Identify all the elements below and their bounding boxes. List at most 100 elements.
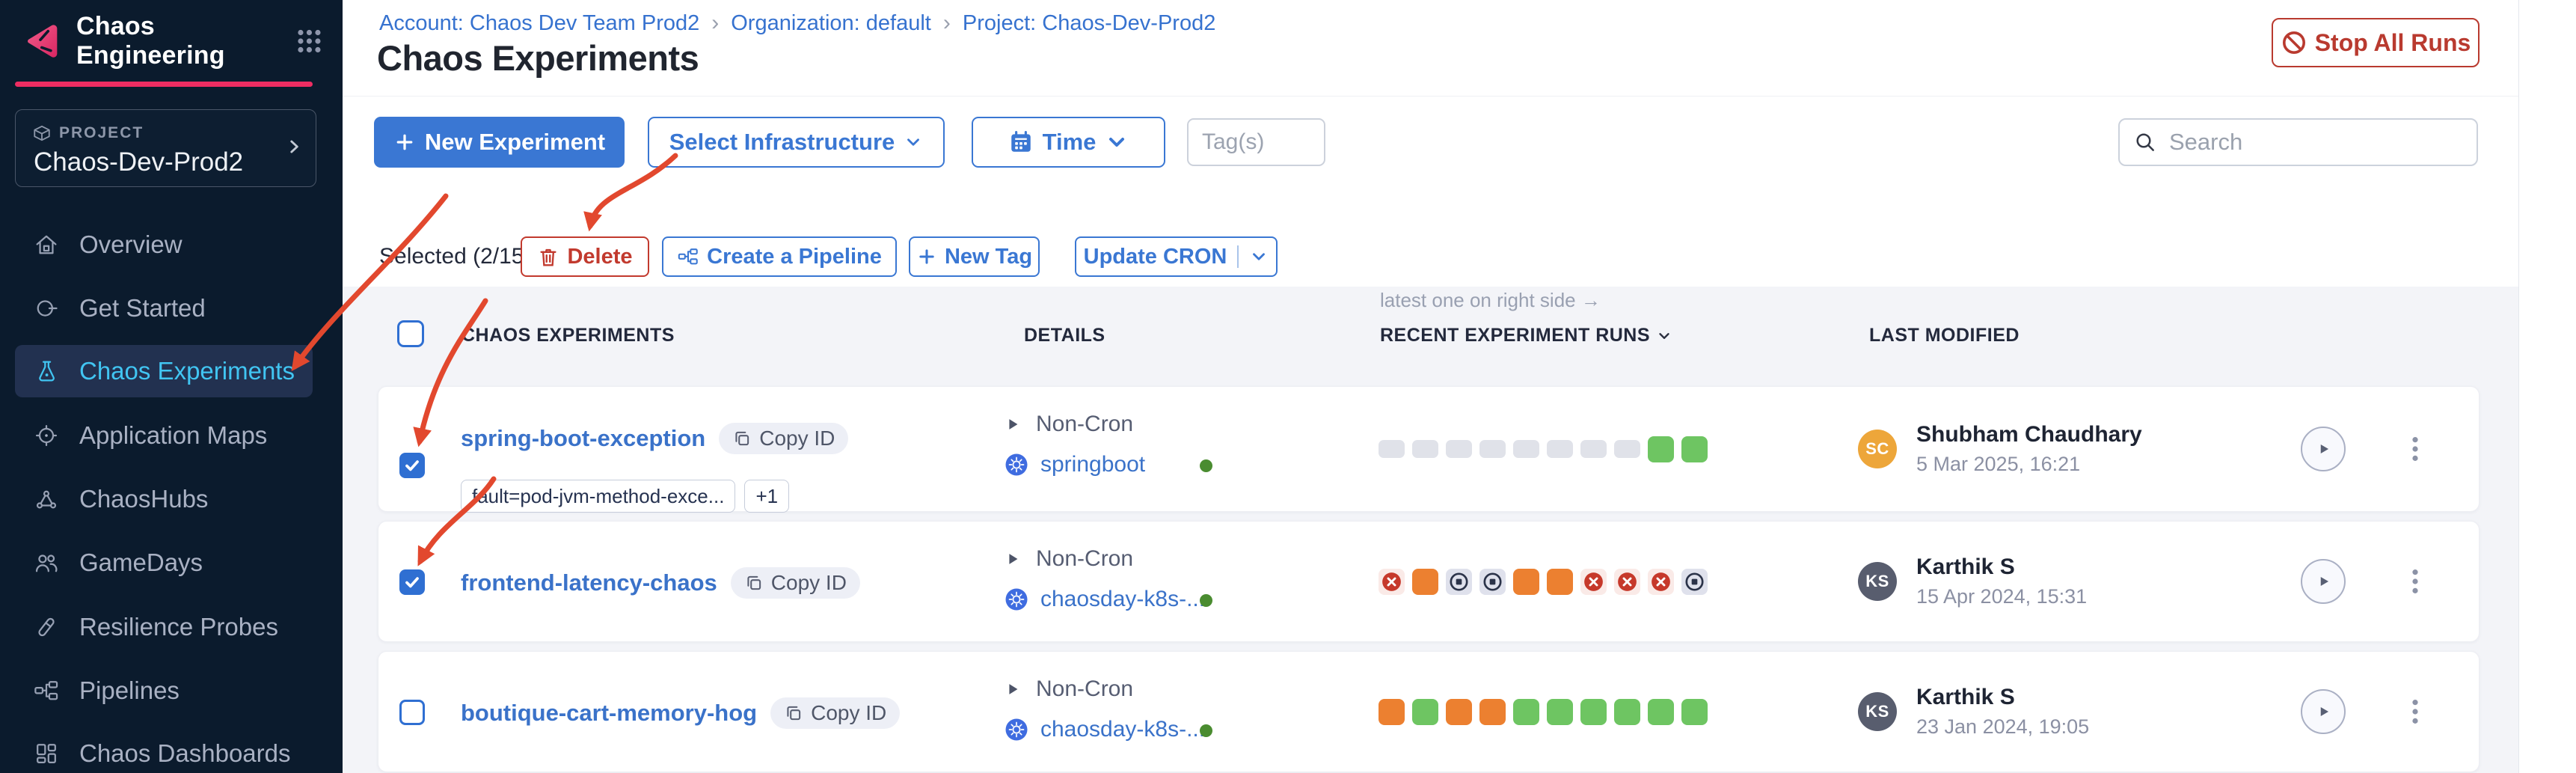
- new-experiment-button[interactable]: New Experiment: [374, 117, 625, 168]
- run-status-running[interactable]: [1379, 698, 1405, 725]
- breadcrumb: Account: Chaos Dev Team Prod2 › Organiza…: [379, 10, 1215, 36]
- run-status-completed[interactable]: [1513, 698, 1539, 725]
- copy-id-button[interactable]: Copy ID: [770, 697, 901, 729]
- run-status-running[interactable]: [1412, 568, 1438, 595]
- run-status-completed[interactable]: [1580, 698, 1607, 725]
- tag-chip-more[interactable]: +1: [744, 480, 790, 513]
- run-status-running[interactable]: [1547, 568, 1573, 595]
- run-status-running[interactable]: [1513, 568, 1539, 595]
- recent-runs: [1379, 652, 1708, 772]
- kubernetes-icon: [1005, 453, 1028, 476]
- run-status-running[interactable]: [1479, 698, 1506, 725]
- run-status-stopped[interactable]: [1446, 568, 1472, 595]
- tags-filter-input[interactable]: [1187, 118, 1325, 166]
- breadcrumb-org[interactable]: Organization: default: [731, 10, 931, 35]
- update-cron-button[interactable]: Update CRON: [1075, 236, 1278, 277]
- infrastructure-link[interactable]: springboot: [1040, 452, 1146, 477]
- run-status-completed[interactable]: [1648, 698, 1674, 725]
- row-menu-kebab-icon[interactable]: [2410, 568, 2420, 595]
- run-status-stopped[interactable]: [1681, 568, 1708, 595]
- run-status-completed[interactable]: [1412, 698, 1438, 725]
- run-status-running[interactable]: [1446, 698, 1472, 725]
- sidebar-item-gamedays[interactable]: GameDays: [15, 537, 313, 589]
- sidebar-item-get-started[interactable]: Get Started: [15, 282, 313, 334]
- row-checkbox[interactable]: [399, 700, 425, 725]
- create-pipeline-button[interactable]: Create a Pipeline: [662, 236, 897, 277]
- schedule-line[interactable]: Non-Cron: [1005, 412, 1133, 437]
- project-selector[interactable]: PROJECT Chaos-Dev-Prod2: [15, 109, 316, 187]
- scrollbar-track[interactable]: [2518, 0, 2576, 773]
- sidebar-item-label: Application Maps: [79, 421, 268, 449]
- gamedays-icon: [35, 554, 58, 572]
- sidebar-item-label: Pipelines: [79, 676, 180, 704]
- experiment-row[interactable]: spring-boot-exception Copy ID fault=pod-…: [378, 386, 2480, 513]
- new-tag-label: New Tag: [944, 244, 1033, 269]
- run-experiment-button[interactable]: [2301, 559, 2346, 604]
- run-status-na[interactable]: [1446, 440, 1472, 458]
- row-menu-kebab-icon[interactable]: [2410, 698, 2420, 725]
- run-experiment-button[interactable]: [2301, 689, 2346, 734]
- delete-button[interactable]: Delete: [521, 236, 649, 277]
- select-infrastructure-dropdown[interactable]: Select Infrastructure: [648, 117, 945, 168]
- column-header-runs-label: RECENT EXPERIMENT RUNS: [1380, 325, 1651, 346]
- breadcrumb-account[interactable]: Account: Chaos Dev Team Prod2: [379, 10, 700, 35]
- time-filter-dropdown[interactable]: Time: [972, 117, 1165, 168]
- experiment-row[interactable]: boutique-cart-memory-hog Copy ID Non-Cro…: [378, 651, 2480, 772]
- run-status-failed[interactable]: [1580, 568, 1607, 595]
- infra-status-dot: [1200, 724, 1212, 737]
- run-status-stopped[interactable]: [1479, 568, 1506, 595]
- sidebar-item-chaos-experiments[interactable]: Chaos Experiments: [15, 345, 313, 397]
- sidebar-item-resilience-probes[interactable]: Resilience Probes: [15, 601, 313, 653]
- run-status-na[interactable]: [1412, 440, 1438, 458]
- schedule-line[interactable]: Non-Cron: [1005, 676, 1133, 702]
- row-checkbox[interactable]: [399, 569, 425, 595]
- run-status-na[interactable]: [1379, 440, 1405, 458]
- run-status-completed[interactable]: [1547, 698, 1573, 725]
- column-header-details: DETAILS: [1024, 325, 1105, 346]
- row-menu-kebab-icon[interactable]: [2410, 436, 2420, 462]
- experiment-name-link[interactable]: boutique-cart-memory-hog: [461, 700, 758, 726]
- infrastructure-link[interactable]: chaosday-k8s-...: [1040, 587, 1206, 611]
- search-input[interactable]: [2169, 129, 2463, 156]
- sidebar-item-chaoshubs[interactable]: ChaosHubs: [15, 473, 313, 525]
- run-status-failed[interactable]: [1614, 568, 1640, 595]
- run-status-na[interactable]: [1580, 440, 1607, 458]
- run-status-failed[interactable]: [1379, 568, 1405, 595]
- chevron-down-icon: [907, 138, 920, 146]
- breadcrumb-project[interactable]: Project: Chaos-Dev-Prod2: [962, 10, 1216, 35]
- experiment-name-link[interactable]: spring-boot-exception: [461, 425, 706, 451]
- stop-all-runs-button[interactable]: Stop All Runs: [2272, 18, 2480, 67]
- run-status-na[interactable]: [1479, 440, 1506, 458]
- run-status-completed[interactable]: [1681, 698, 1708, 725]
- sidebar-item-application-maps[interactable]: Application Maps: [15, 409, 313, 462]
- run-status-completed[interactable]: [1648, 436, 1674, 462]
- sidebar-item-overview[interactable]: Overview: [15, 219, 313, 271]
- run-status-na[interactable]: [1513, 440, 1539, 458]
- column-header-runs[interactable]: RECENT EXPERIMENT RUNS: [1380, 325, 1672, 346]
- home-icon: [36, 235, 57, 254]
- sidebar-item-chaos-dashboards[interactable]: Chaos Dashboards: [15, 727, 313, 773]
- copy-id-button[interactable]: Copy ID: [730, 567, 860, 599]
- new-tag-button[interactable]: New Tag: [909, 236, 1040, 277]
- experiment-row[interactable]: frontend-latency-chaos Copy ID Non-Cron: [378, 521, 2480, 642]
- run-experiment-button[interactable]: [2301, 427, 2346, 471]
- tag-chip[interactable]: fault=pod-jvm-method-exce...: [461, 480, 736, 513]
- modified-by-name: Shubham Chaudhary: [1916, 422, 2142, 447]
- run-status-na[interactable]: [1547, 440, 1573, 458]
- select-all-checkbox[interactable]: [397, 320, 424, 347]
- sidebar-item-pipelines[interactable]: Pipelines: [15, 664, 313, 717]
- module-accent-bar: [15, 82, 313, 87]
- row-checkbox[interactable]: [399, 453, 425, 478]
- copy-id-button[interactable]: Copy ID: [719, 423, 849, 454]
- kubernetes-icon: [1005, 588, 1028, 611]
- infrastructure-link[interactable]: chaosday-k8s-...: [1040, 717, 1206, 742]
- run-status-failed[interactable]: [1648, 568, 1674, 595]
- schedule-line[interactable]: Non-Cron: [1005, 546, 1133, 572]
- module-grid-icon[interactable]: [294, 25, 325, 58]
- experiment-name-link[interactable]: frontend-latency-chaos: [461, 569, 717, 596]
- sidebar-item-label: ChaosHubs: [79, 485, 209, 513]
- run-status-na[interactable]: [1614, 440, 1640, 458]
- run-status-completed[interactable]: [1614, 698, 1640, 725]
- run-status-completed[interactable]: [1681, 436, 1708, 462]
